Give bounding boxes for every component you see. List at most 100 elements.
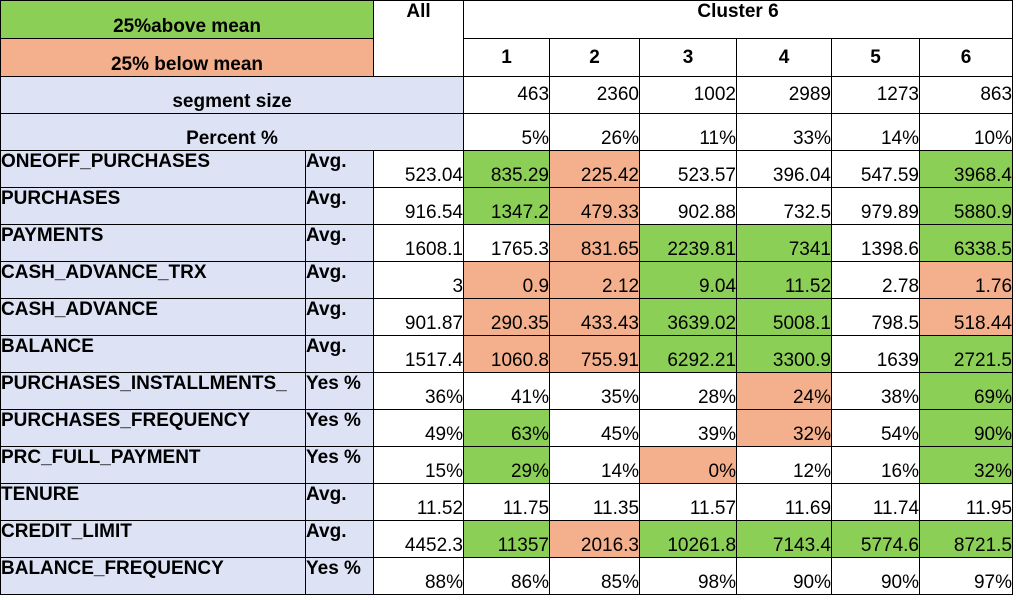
cluster-value: 9.04: [639, 261, 738, 299]
all-value: 523.04: [373, 150, 465, 188]
metric-stat-type: Yes %: [304, 409, 375, 447]
cluster-value: 54%: [831, 409, 921, 447]
metric-stat-type: Avg.: [304, 150, 375, 188]
cluster-value: 45%: [549, 409, 641, 447]
metric-row: PAYMENTS Avg. 1608.1 1765.3 831.65 2239.81 734…: [0, 224, 1014, 262]
cluster-value: 35%: [549, 372, 641, 410]
percent-label: Percent %: [0, 113, 465, 151]
cluster-value: 12%: [736, 446, 833, 484]
cluster-number: 3: [639, 38, 738, 77]
cluster-value: 547.59: [831, 150, 921, 188]
cluster-value: 11.52: [736, 261, 833, 299]
cluster-number: 1: [463, 38, 551, 77]
all-value: 4452.3: [373, 520, 465, 558]
cluster-value: 38%: [831, 372, 921, 410]
metric-stat-type: Yes %: [304, 372, 375, 410]
metric-row: PURCHASES Avg. 916.54 1347.2 479.33 902.88 732…: [0, 187, 1014, 225]
cluster-value: 433.43: [549, 298, 641, 336]
cluster-value: 831.65: [549, 224, 641, 262]
segment-size-value: 463: [463, 76, 551, 114]
cluster-value: 902.88: [639, 187, 738, 225]
cluster-value: 0%: [639, 446, 738, 484]
cluster-value: 11.69: [736, 483, 833, 521]
percent-value: 5%: [463, 113, 551, 151]
cluster-value: 11.95: [919, 483, 1014, 521]
cluster-value: 2016.3: [549, 520, 641, 558]
metric-name: PRC_FULL_PAYMENT: [0, 446, 306, 484]
cluster-number: 4: [736, 38, 833, 77]
cluster-value: 69%: [919, 372, 1014, 410]
cluster-value: 16%: [831, 446, 921, 484]
cluster-value: 3639.02: [639, 298, 738, 336]
cluster-value: 28%: [639, 372, 738, 410]
metric-name: ONEOFF_PURCHASES: [0, 150, 306, 188]
all-column-header: All: [373, 0, 465, 77]
cluster-value: 755.91: [549, 335, 641, 373]
metric-stat-type: Yes %: [304, 446, 375, 484]
segment-size-value: 2360: [549, 76, 641, 114]
cluster-value: 1398.6: [831, 224, 921, 262]
cluster-value: 97%: [919, 557, 1014, 595]
all-value: 88%: [373, 557, 465, 595]
metric-row: CASH_ADVANCE Avg. 901.87 290.35 433.43 3639.0…: [0, 298, 1014, 336]
cluster-value: 225.42: [549, 150, 641, 188]
cluster-value: 798.5: [831, 298, 921, 336]
metric-row: BALANCE Avg. 1517.4 1060.8 755.91 6292.21 3300…: [0, 335, 1014, 373]
cluster-value: 14%: [549, 446, 641, 484]
cluster-value: 479.33: [549, 187, 641, 225]
cluster-number: 2: [549, 38, 641, 77]
cluster-value: 835.29: [463, 150, 551, 188]
metric-name: PURCHASES: [0, 187, 306, 225]
legend-above-mean: 25%above mean: [0, 0, 375, 39]
cluster-number: 5: [831, 38, 921, 77]
metric-name: PURCHASES_FREQUENCY: [0, 409, 306, 447]
cluster-value: 3300.9: [736, 335, 833, 373]
cluster-value: 0.9: [463, 261, 551, 299]
percent-value: 11%: [639, 113, 738, 151]
all-value: 1608.1: [373, 224, 465, 262]
cluster-value: 1765.3: [463, 224, 551, 262]
cluster-value: 2239.81: [639, 224, 738, 262]
all-value: 15%: [373, 446, 465, 484]
metric-stat-type: Avg.: [304, 224, 375, 262]
all-value: 901.87: [373, 298, 465, 336]
all-value: 36%: [373, 372, 465, 410]
all-value: 11.52: [373, 483, 465, 521]
metric-row: BALANCE_FREQUENCY Yes % 88% 86% 85% 98% 90% 90%…: [0, 557, 1014, 595]
metric-name: BALANCE_FREQUENCY: [0, 557, 306, 595]
cluster-value: 5774.6: [831, 520, 921, 558]
cluster-value: 39%: [639, 409, 738, 447]
metric-name: BALANCE: [0, 335, 306, 373]
cluster-value: 5008.1: [736, 298, 833, 336]
metric-name: CASH_ADVANCE_TRX: [0, 261, 306, 299]
cluster-value: 518.44: [919, 298, 1014, 336]
metric-row: TENURE Avg. 11.52 11.75 11.35 11.57 11.69 11.74…: [0, 483, 1014, 521]
cluster-value: 11.74: [831, 483, 921, 521]
percent-value: 33%: [736, 113, 833, 151]
cluster-value: 11.57: [639, 483, 738, 521]
all-value: 1517.4: [373, 335, 465, 373]
cluster-value: 7341: [736, 224, 833, 262]
cluster-value: 3968.4: [919, 150, 1014, 188]
cluster-value: 8721.5: [919, 520, 1014, 558]
metric-row: PRC_FULL_PAYMENT Yes % 15% 29% 14% 0% 12% 16% 32…: [0, 446, 1014, 484]
legend-below-mean: 25% below mean: [0, 38, 375, 77]
cluster-number: 6: [919, 38, 1014, 77]
cluster-value: 29%: [463, 446, 551, 484]
cluster-value: 1.76: [919, 261, 1014, 299]
all-value: 3: [373, 261, 465, 299]
cluster-value: 2721.5: [919, 335, 1014, 373]
metric-name: PURCHASES_INSTALLMENTS_: [0, 372, 306, 410]
metric-stat-type: Avg.: [304, 261, 375, 299]
all-value: 49%: [373, 409, 465, 447]
cluster-value: 24%: [736, 372, 833, 410]
cluster-value: 396.04: [736, 150, 833, 188]
metric-name: PAYMENTS: [0, 224, 306, 262]
cluster-value: 6338.5: [919, 224, 1014, 262]
cluster-value: 90%: [831, 557, 921, 595]
cluster-value: 7143.4: [736, 520, 833, 558]
cluster-value: 6292.21: [639, 335, 738, 373]
metric-stat-type: Avg.: [304, 187, 375, 225]
metric-stat-type: Avg.: [304, 483, 375, 521]
metric-row: ONEOFF_PURCHASES Avg. 523.04 835.29 225.42 52…: [0, 150, 1014, 188]
